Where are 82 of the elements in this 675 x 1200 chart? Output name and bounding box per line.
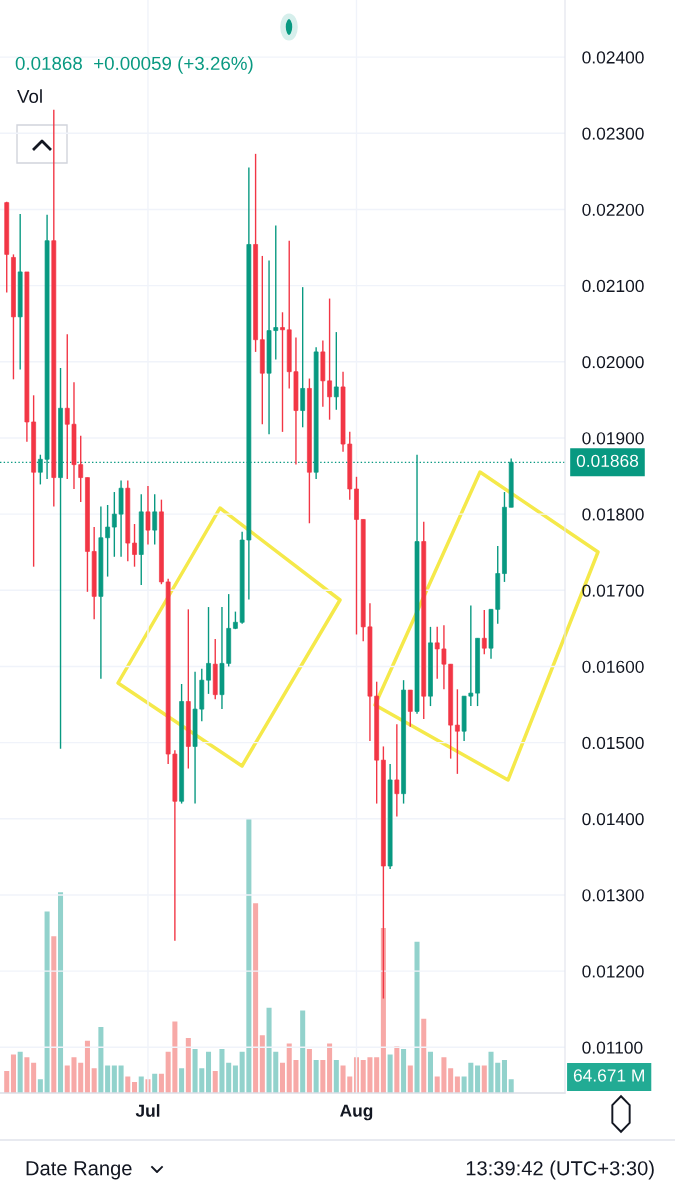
bar xyxy=(306,1049,312,1093)
text: 0.01868 +0.00059 (+3.26%) xyxy=(15,56,253,74)
bar xyxy=(152,1073,158,1093)
bar xyxy=(4,1071,10,1093)
bar xyxy=(427,1051,433,1093)
bar xyxy=(179,1068,185,1093)
bar xyxy=(232,1065,238,1093)
bar xyxy=(118,1065,124,1093)
bar xyxy=(279,1062,286,1093)
bar xyxy=(219,1049,225,1093)
bar xyxy=(98,1027,104,1093)
bar xyxy=(313,1060,319,1093)
ref-line-label: 0.01868 xyxy=(576,454,639,467)
bar xyxy=(132,1082,138,1093)
bar xyxy=(414,941,420,1093)
candlestick xyxy=(206,606,211,695)
bar xyxy=(300,1010,306,1093)
candlestick xyxy=(407,689,413,728)
y-tick-label: 0.02000 xyxy=(582,355,644,369)
y-tick-label: 0.02100 xyxy=(582,279,644,293)
candlestick xyxy=(152,493,158,546)
bar xyxy=(105,1065,111,1093)
bar xyxy=(205,1051,212,1093)
bar xyxy=(58,892,64,1093)
bar xyxy=(401,1049,407,1093)
candlestick xyxy=(333,331,339,411)
candlestick xyxy=(145,485,151,546)
candlestick xyxy=(132,523,137,568)
x-tick-label: Aug xyxy=(340,1104,373,1121)
bar xyxy=(138,1076,144,1093)
candlestick xyxy=(280,311,285,433)
text: 64.671 M xyxy=(573,1069,644,1082)
bar xyxy=(421,1018,427,1093)
bar xyxy=(320,1060,326,1093)
bar xyxy=(454,1076,460,1093)
y-tick-label: 0.01200 xyxy=(582,965,644,978)
bar xyxy=(37,1079,43,1093)
bar xyxy=(374,1057,380,1093)
y-tick-label: 0.02400 xyxy=(582,51,644,64)
candlestick xyxy=(481,609,487,655)
bar xyxy=(125,1076,131,1093)
bar xyxy=(226,1062,232,1093)
y-tick-label: 0.02300 xyxy=(582,127,644,140)
y-tick-label: 0.01100 xyxy=(582,1041,643,1054)
bar xyxy=(111,1065,117,1093)
bar xyxy=(407,1065,413,1093)
bar xyxy=(158,1073,164,1093)
candlestick xyxy=(394,723,400,818)
bar xyxy=(259,1035,265,1093)
y-tick-label: 0.01900 xyxy=(582,432,644,445)
bar xyxy=(31,1062,37,1093)
bar xyxy=(333,1060,339,1093)
bar xyxy=(212,1071,218,1093)
bar xyxy=(394,1046,400,1093)
y-tick-label: 0.01400 xyxy=(582,812,644,826)
bar xyxy=(10,1054,16,1093)
y-tick-label: 0.01300 xyxy=(582,889,644,902)
bar xyxy=(24,1057,30,1093)
candlestick xyxy=(455,688,460,775)
bar xyxy=(327,1043,333,1093)
bar xyxy=(84,1040,90,1093)
text: 13:39:42 (UTC+3:30) xyxy=(466,1160,654,1180)
bar xyxy=(501,1060,507,1093)
bar xyxy=(481,1065,487,1093)
bar xyxy=(91,1068,97,1093)
chart-title: Vol xyxy=(17,89,42,104)
bar xyxy=(387,1054,393,1093)
text: Date Range xyxy=(26,1161,132,1180)
y-tick-label: 0.01500 xyxy=(582,736,644,750)
bar xyxy=(51,936,57,1093)
candlestick xyxy=(300,286,306,428)
bar xyxy=(508,1079,514,1093)
y-tick-label: 0.01600 xyxy=(582,660,644,673)
x-tick-label: Jul xyxy=(135,1104,160,1117)
bar xyxy=(44,911,50,1093)
bar xyxy=(185,1038,191,1093)
bar xyxy=(17,1051,23,1093)
y-tick-label: 0.01800 xyxy=(582,508,644,521)
bar xyxy=(253,903,259,1093)
bar xyxy=(448,1068,454,1093)
bar xyxy=(475,1065,481,1093)
y-tick-label: 0.02200 xyxy=(582,203,644,216)
